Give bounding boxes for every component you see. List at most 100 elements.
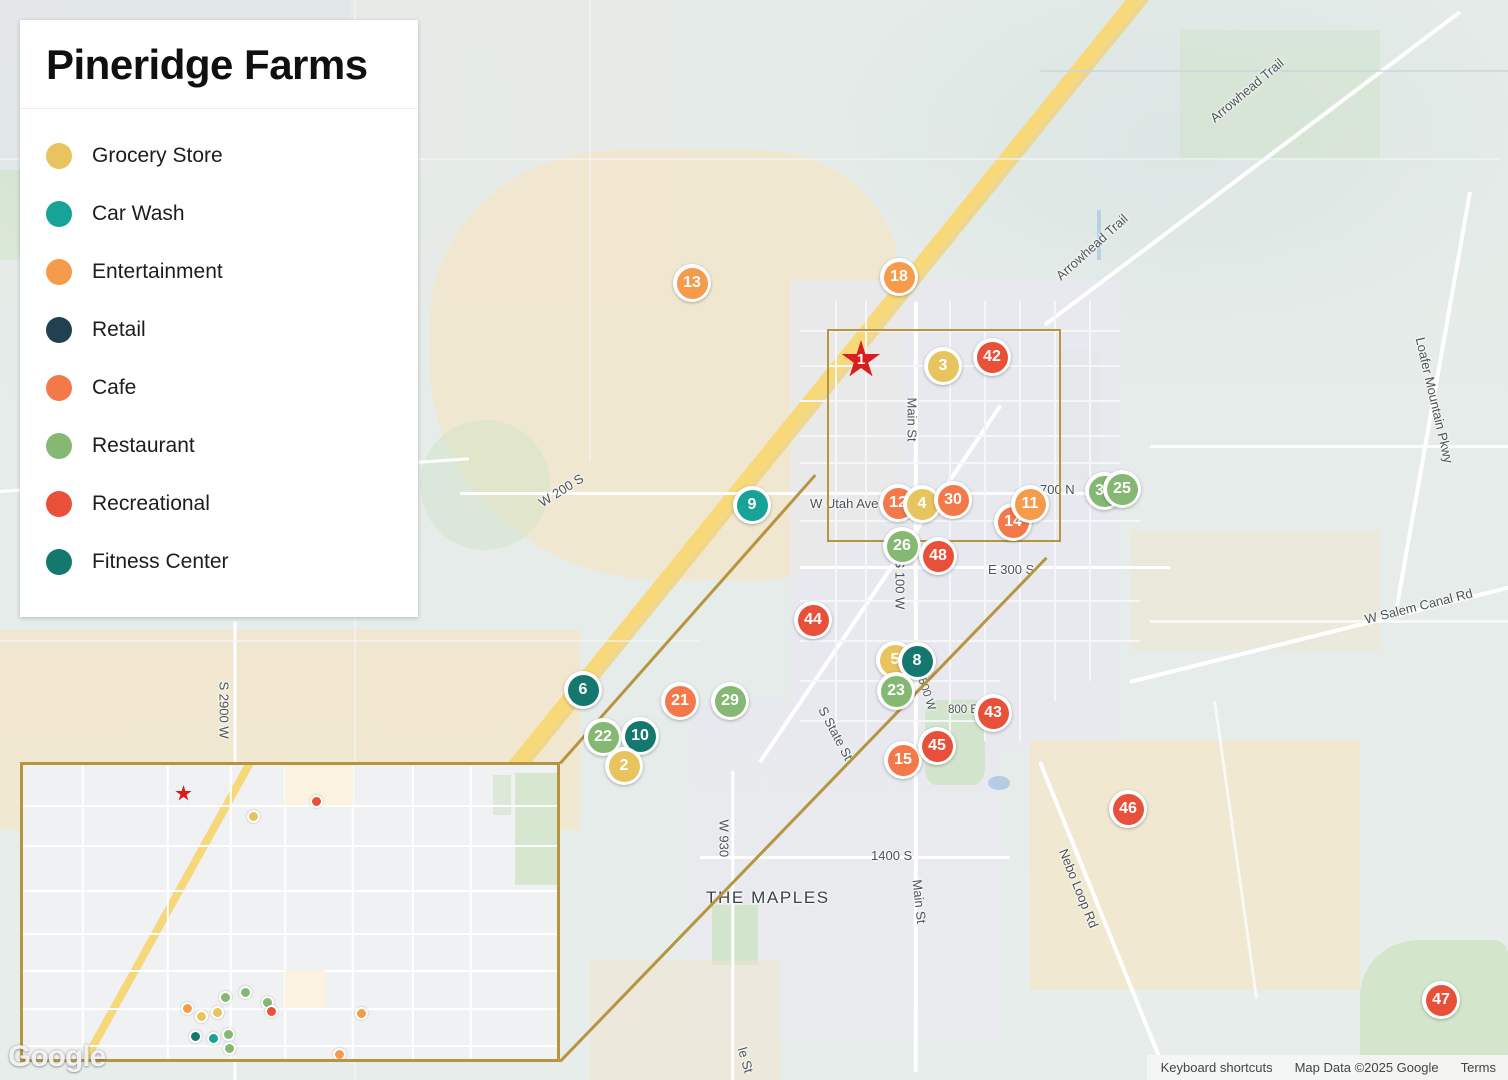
legend-item-grocery-store[interactable]: Grocery Store bbox=[20, 127, 418, 185]
map-marker-13[interactable]: 13 bbox=[673, 264, 711, 302]
map-marker-label: 1 bbox=[856, 351, 866, 368]
inset-marker-dot[interactable] bbox=[211, 1006, 224, 1019]
inset-marker-dot[interactable] bbox=[355, 1007, 368, 1020]
map-region-farmland-se bbox=[1030, 740, 1360, 990]
map-marker-45[interactable]: 45 bbox=[918, 727, 956, 765]
legend-panel: Pineridge Farms Grocery Store Car Wash Ent… bbox=[20, 20, 418, 617]
map-region-tan-s bbox=[590, 960, 780, 1080]
map-marker-star-1[interactable]: 1 bbox=[841, 340, 881, 380]
legend-item-car-wash[interactable]: Car Wash bbox=[20, 185, 418, 243]
legend-item-entertainment[interactable]: Entertainment bbox=[20, 243, 418, 301]
inset-marker-dot[interactable] bbox=[333, 1048, 346, 1059]
map-marker-label: 26 bbox=[893, 537, 911, 554]
inset-road-v5 bbox=[352, 765, 354, 1059]
inset-marker-dot[interactable] bbox=[195, 1010, 208, 1023]
legend-item-fitness-center[interactable]: Fitness Center bbox=[20, 533, 418, 591]
inset-road-h2 bbox=[23, 845, 557, 847]
inset-marker-dot[interactable] bbox=[181, 1002, 194, 1015]
terms-link[interactable]: Terms bbox=[1460, 1060, 1496, 1075]
map-marker-30[interactable]: 30 bbox=[934, 481, 972, 519]
map-marker-pin-icon: 9 bbox=[736, 489, 768, 521]
map-marker-label: 13 bbox=[683, 274, 701, 291]
inset-marker-dot[interactable] bbox=[239, 986, 252, 999]
rural-road-4 bbox=[589, 1, 591, 461]
inset-marker-dot[interactable] bbox=[310, 795, 323, 808]
grid-h-4 bbox=[800, 435, 1120, 437]
map-marker-43[interactable]: 43 bbox=[974, 694, 1012, 732]
inset-road-h1 bbox=[23, 805, 557, 807]
map-marker-6[interactable]: 6 bbox=[564, 671, 602, 709]
map-marker-pin-icon: 2 bbox=[608, 750, 640, 782]
map-marker-26[interactable]: 26 bbox=[883, 527, 921, 565]
map-marker-pin-icon: 46 bbox=[1112, 793, 1144, 825]
grid-h-1 bbox=[800, 330, 1120, 332]
map-marker-5[interactable]: 5 bbox=[876, 641, 914, 679]
map-marker-22[interactable]: 22 bbox=[584, 718, 622, 756]
legend-color-dot-icon bbox=[46, 549, 72, 575]
map-marker-46[interactable]: 46 bbox=[1109, 790, 1147, 828]
inset-marker-dot[interactable] bbox=[189, 1030, 202, 1043]
inset-road-v1 bbox=[82, 765, 84, 1059]
map-marker-label: 47 bbox=[1432, 991, 1450, 1008]
map-marker-pin-icon: 4 bbox=[906, 488, 938, 520]
legend-item-label: Fitness Center bbox=[92, 550, 229, 573]
legend-item-label: Car Wash bbox=[92, 202, 185, 225]
map-marker-label: 45 bbox=[928, 737, 946, 754]
map-marker-9[interactable]: 9 bbox=[733, 486, 771, 524]
map-marker-15[interactable]: 15 bbox=[884, 741, 922, 779]
map-marker-label: 9 bbox=[747, 496, 757, 513]
map-marker-2[interactable]: 2 bbox=[605, 747, 643, 785]
inset-road-v3 bbox=[230, 765, 232, 1059]
road-930w bbox=[731, 771, 735, 1080]
inset-marker-dot[interactable] bbox=[222, 1028, 235, 1041]
map-marker-29[interactable]: 29 bbox=[711, 682, 749, 720]
map-marker-23[interactable]: 23 bbox=[877, 672, 915, 710]
map-marker-pin-icon: 11 bbox=[1014, 488, 1046, 520]
legend-color-dot-icon bbox=[46, 491, 72, 517]
inset-marker-dot[interactable] bbox=[223, 1042, 236, 1055]
map-marker-label: 21 bbox=[671, 692, 689, 709]
legend-item-restaurant[interactable]: Restaurant bbox=[20, 417, 418, 475]
map-marker-18[interactable]: 18 bbox=[880, 258, 918, 296]
map-marker-label: 48 bbox=[929, 547, 947, 564]
legend-list: Grocery Store Car Wash Entertainment Retail… bbox=[20, 109, 418, 617]
road-1400s bbox=[700, 856, 1010, 859]
rural-road-1 bbox=[0, 158, 1500, 160]
inset-marker-dot[interactable] bbox=[207, 1032, 220, 1045]
attribution-bar: Keyboard shortcuts Map Data ©2025 Google… bbox=[1146, 1055, 1508, 1080]
inset-marker-dot[interactable] bbox=[219, 991, 232, 1004]
map-marker-3[interactable]: 3 bbox=[924, 347, 962, 385]
inset-road-v4 bbox=[283, 766, 287, 1059]
inset-marker-dot[interactable] bbox=[247, 810, 260, 823]
map-marker-label: 18 bbox=[890, 268, 908, 285]
map-marker-label: 25 bbox=[1113, 480, 1131, 497]
legend-item-retail[interactable]: Retail bbox=[20, 301, 418, 359]
map-marker-21[interactable]: 21 bbox=[661, 682, 699, 720]
map-marker-label: 29 bbox=[721, 692, 739, 709]
legend-item-recreational[interactable]: Recreational bbox=[20, 475, 418, 533]
inset-marker-dot[interactable] bbox=[265, 1005, 278, 1018]
map-marker-48[interactable]: 48 bbox=[919, 537, 957, 575]
inset-green-ne bbox=[515, 773, 557, 885]
legend-color-dot-icon bbox=[46, 375, 72, 401]
map-marker-pin-icon: 29 bbox=[714, 685, 746, 717]
rural-road-5 bbox=[1150, 445, 1508, 448]
legend-item-cafe[interactable]: Cafe bbox=[20, 359, 418, 417]
map-marker-pin-icon: 44 bbox=[797, 604, 829, 636]
map-marker-pin-icon: 22 bbox=[587, 721, 619, 753]
legend-title-container: Pineridge Farms bbox=[20, 20, 418, 109]
map-marker-pin-icon: 10 bbox=[624, 720, 656, 752]
map-marker-pin-icon: 42 bbox=[976, 341, 1008, 373]
map-marker-11[interactable]: 11 bbox=[1011, 485, 1049, 523]
map-marker-44[interactable]: 44 bbox=[794, 601, 832, 639]
legend-item-label: Entertainment bbox=[92, 260, 223, 283]
map-marker-42[interactable]: 42 bbox=[973, 338, 1011, 376]
map-marker-pin-icon: 13 bbox=[676, 267, 708, 299]
inset-detail-map[interactable] bbox=[20, 762, 560, 1062]
map-marker-25[interactable]: 25 bbox=[1103, 470, 1141, 508]
keyboard-shortcuts-button[interactable]: Keyboard shortcuts bbox=[1160, 1060, 1273, 1075]
map-marker-label: 12 bbox=[889, 494, 907, 511]
rural-road-6 bbox=[1150, 620, 1508, 623]
map-marker-47[interactable]: 47 bbox=[1422, 981, 1460, 1019]
